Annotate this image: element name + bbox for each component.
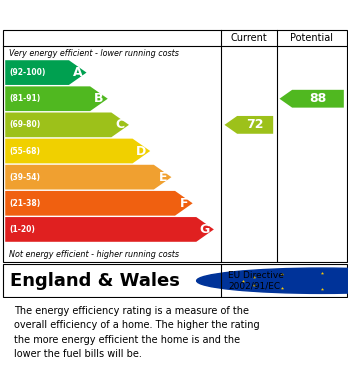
Text: 2002/91/EC: 2002/91/EC [228, 281, 280, 290]
Polygon shape [5, 165, 172, 190]
Text: G: G [199, 223, 210, 236]
Text: F: F [180, 197, 189, 210]
Text: (1-20): (1-20) [9, 225, 35, 234]
Circle shape [197, 268, 348, 293]
Text: D: D [136, 145, 146, 158]
Text: C: C [116, 118, 125, 131]
Text: Energy Efficiency Rating: Energy Efficiency Rating [10, 7, 232, 22]
Text: Very energy efficient - lower running costs: Very energy efficient - lower running co… [9, 48, 179, 58]
Text: (81-91): (81-91) [9, 94, 41, 103]
Text: (69-80): (69-80) [9, 120, 41, 129]
Polygon shape [224, 116, 273, 134]
Polygon shape [5, 191, 193, 216]
Text: A: A [73, 66, 82, 79]
Text: The energy efficiency rating is a measure of the
overall efficiency of a home. T: The energy efficiency rating is a measur… [14, 306, 260, 359]
Text: 88: 88 [309, 92, 327, 105]
Text: (21-38): (21-38) [9, 199, 41, 208]
Text: (55-68): (55-68) [9, 147, 40, 156]
Polygon shape [5, 113, 129, 137]
Polygon shape [5, 86, 108, 111]
Polygon shape [5, 60, 87, 85]
Polygon shape [5, 217, 214, 242]
Text: B: B [94, 92, 104, 105]
Text: England & Wales: England & Wales [10, 272, 180, 290]
Text: Potential: Potential [291, 33, 333, 43]
Polygon shape [279, 90, 344, 108]
Text: Not energy efficient - higher running costs: Not energy efficient - higher running co… [9, 250, 179, 259]
Text: Current: Current [230, 33, 267, 43]
Text: E: E [159, 170, 167, 184]
Text: (92-100): (92-100) [9, 68, 46, 77]
Text: EU Directive: EU Directive [228, 271, 284, 280]
Polygon shape [5, 139, 150, 163]
Text: (39-54): (39-54) [9, 173, 40, 182]
Text: 72: 72 [246, 118, 264, 131]
